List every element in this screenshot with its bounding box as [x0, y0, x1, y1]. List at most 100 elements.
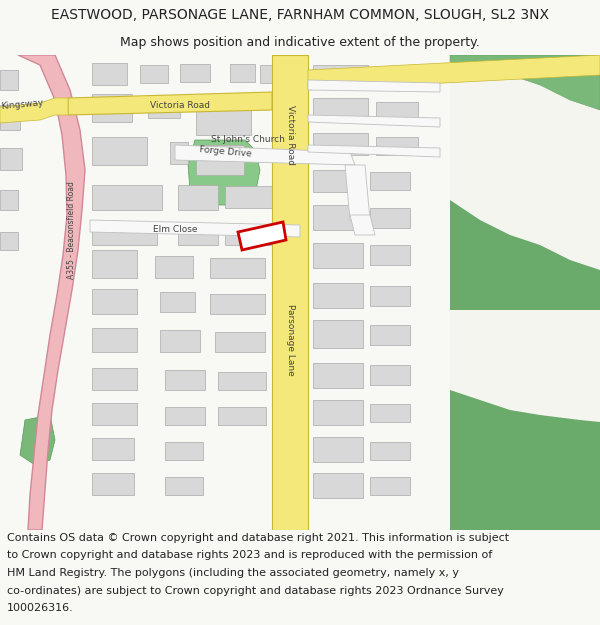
- Polygon shape: [170, 142, 188, 164]
- Polygon shape: [210, 258, 265, 278]
- Polygon shape: [92, 403, 137, 425]
- Polygon shape: [376, 102, 418, 120]
- Polygon shape: [92, 63, 127, 85]
- Polygon shape: [165, 370, 205, 390]
- Polygon shape: [92, 94, 132, 122]
- Polygon shape: [0, 70, 18, 90]
- Polygon shape: [313, 473, 363, 498]
- Polygon shape: [92, 289, 137, 314]
- Polygon shape: [0, 148, 22, 170]
- Polygon shape: [370, 477, 410, 495]
- Polygon shape: [313, 320, 363, 348]
- Polygon shape: [0, 98, 68, 123]
- Polygon shape: [308, 115, 440, 127]
- Polygon shape: [92, 473, 134, 495]
- Text: to Crown copyright and database rights 2023 and is reproduced with the permissio: to Crown copyright and database rights 2…: [7, 551, 493, 561]
- Polygon shape: [20, 415, 55, 465]
- Polygon shape: [313, 283, 363, 308]
- Polygon shape: [165, 442, 203, 460]
- Polygon shape: [155, 256, 193, 278]
- Polygon shape: [370, 172, 410, 190]
- Polygon shape: [238, 222, 286, 250]
- Text: Victoria Road: Victoria Road: [286, 105, 295, 165]
- Polygon shape: [308, 145, 440, 157]
- Polygon shape: [160, 292, 195, 312]
- Polygon shape: [180, 64, 210, 82]
- Text: Elm Close: Elm Close: [153, 226, 197, 234]
- Polygon shape: [178, 185, 218, 210]
- Polygon shape: [92, 328, 137, 352]
- Polygon shape: [218, 372, 266, 390]
- Text: co-ordinates) are subject to Crown copyright and database rights 2023 Ordnance S: co-ordinates) are subject to Crown copyr…: [7, 586, 504, 596]
- Polygon shape: [370, 325, 410, 345]
- Polygon shape: [196, 145, 244, 175]
- Polygon shape: [308, 55, 600, 90]
- Polygon shape: [370, 208, 410, 228]
- Text: Kingsway: Kingsway: [0, 99, 44, 111]
- Polygon shape: [92, 368, 137, 390]
- Text: St John's Church: St John's Church: [211, 136, 285, 144]
- Polygon shape: [92, 250, 137, 278]
- Polygon shape: [450, 55, 600, 530]
- Polygon shape: [313, 400, 363, 425]
- Polygon shape: [313, 243, 363, 268]
- Polygon shape: [260, 65, 282, 83]
- Polygon shape: [92, 438, 134, 460]
- Polygon shape: [215, 332, 265, 352]
- Polygon shape: [370, 442, 410, 460]
- Polygon shape: [455, 55, 600, 530]
- Polygon shape: [345, 165, 370, 220]
- Polygon shape: [370, 404, 410, 422]
- Polygon shape: [140, 65, 168, 83]
- Polygon shape: [450, 310, 600, 422]
- Polygon shape: [370, 286, 410, 306]
- Text: Forge Drive: Forge Drive: [199, 145, 251, 159]
- Polygon shape: [313, 205, 363, 230]
- Polygon shape: [165, 407, 205, 425]
- Polygon shape: [313, 65, 368, 85]
- Text: Victoria Road: Victoria Road: [150, 101, 210, 109]
- Polygon shape: [230, 64, 255, 82]
- Polygon shape: [313, 437, 363, 462]
- Polygon shape: [165, 477, 203, 495]
- Polygon shape: [225, 225, 275, 245]
- Polygon shape: [175, 145, 355, 165]
- Polygon shape: [313, 133, 368, 155]
- Polygon shape: [188, 140, 260, 205]
- Polygon shape: [0, 232, 18, 250]
- Polygon shape: [92, 185, 162, 210]
- Text: A355 - Beaconsfield Road: A355 - Beaconsfield Road: [67, 181, 77, 279]
- Text: Contains OS data © Crown copyright and database right 2021. This information is : Contains OS data © Crown copyright and d…: [7, 533, 509, 543]
- Polygon shape: [313, 170, 363, 192]
- Polygon shape: [196, 105, 251, 135]
- Text: EASTWOOD, PARSONAGE LANE, FARNHAM COMMON, SLOUGH, SL2 3NX: EASTWOOD, PARSONAGE LANE, FARNHAM COMMON…: [51, 8, 549, 22]
- Polygon shape: [210, 294, 265, 314]
- Polygon shape: [350, 215, 375, 235]
- Polygon shape: [0, 105, 20, 130]
- Text: Parsonage Lane: Parsonage Lane: [286, 304, 295, 376]
- Polygon shape: [148, 96, 180, 118]
- Text: HM Land Registry. The polygons (including the associated geometry, namely x, y: HM Land Registry. The polygons (includin…: [7, 568, 459, 578]
- Polygon shape: [92, 137, 147, 165]
- Polygon shape: [313, 363, 363, 388]
- Polygon shape: [272, 55, 308, 530]
- Polygon shape: [308, 80, 440, 92]
- Text: Map shows position and indicative extent of the property.: Map shows position and indicative extent…: [120, 36, 480, 49]
- Polygon shape: [178, 223, 218, 245]
- Text: 100026316.: 100026316.: [7, 603, 74, 613]
- Polygon shape: [450, 55, 600, 110]
- Polygon shape: [370, 245, 410, 265]
- Polygon shape: [90, 220, 300, 237]
- Polygon shape: [225, 186, 275, 208]
- Polygon shape: [370, 365, 410, 385]
- Polygon shape: [376, 67, 421, 85]
- Polygon shape: [218, 407, 266, 425]
- Polygon shape: [92, 223, 157, 245]
- Polygon shape: [376, 137, 418, 155]
- Polygon shape: [0, 190, 18, 210]
- Polygon shape: [160, 330, 200, 352]
- Polygon shape: [18, 55, 85, 530]
- Polygon shape: [313, 98, 368, 120]
- Polygon shape: [450, 55, 600, 270]
- Polygon shape: [68, 92, 272, 115]
